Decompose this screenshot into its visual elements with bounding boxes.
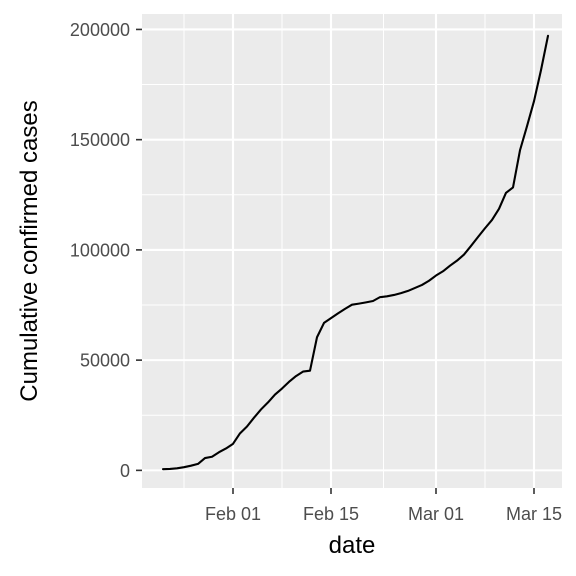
y-axis: 0 50000 100000 150000 200000 xyxy=(70,20,142,481)
y-tick-label: 200000 xyxy=(70,20,130,40)
x-tick-label: Feb 15 xyxy=(303,504,359,524)
grid-major xyxy=(142,14,562,488)
y-tick-label: 100000 xyxy=(70,240,130,260)
y-tick-label: 150000 xyxy=(70,130,130,150)
series-line xyxy=(161,34,550,471)
x-tick-label: Mar 15 xyxy=(506,504,562,524)
x-tick-label: Mar 01 xyxy=(408,504,464,524)
y-tick-label: 0 xyxy=(120,461,130,481)
x-axis: Feb 01 Feb 15 Mar 01 Mar 15 xyxy=(205,488,562,524)
y-tick-label: 50000 xyxy=(80,351,130,371)
grid-minor xyxy=(142,14,562,488)
x-axis-title: date xyxy=(329,532,376,559)
x-tick-label: Feb 01 xyxy=(205,504,261,524)
plot-panel xyxy=(142,14,562,488)
y-axis-title: Cumulative confirmed cases xyxy=(16,100,43,401)
